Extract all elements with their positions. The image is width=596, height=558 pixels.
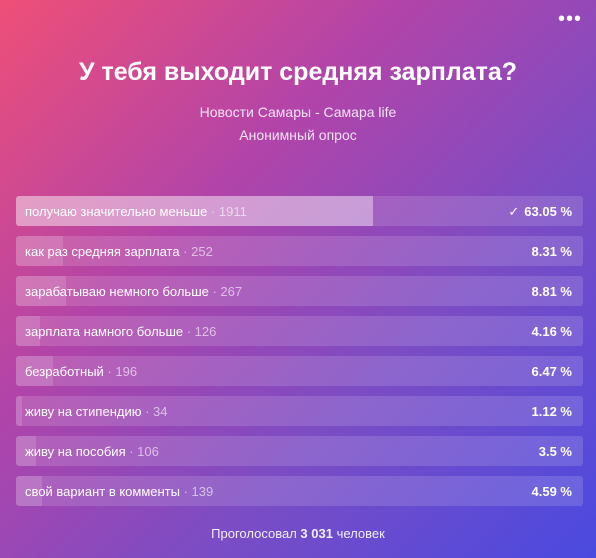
poll-option-percent: 4.59 % [531,484,572,499]
poll-option[interactable]: зарабатываю немного больше · 267 8.81 % [16,276,583,306]
poll-option-fill [16,236,64,266]
vote-count: · 196 [107,364,138,379]
poll-option-fill [16,476,43,506]
poll-type: Анонимный опрос [239,127,357,143]
poll-option-fill [16,396,23,426]
vote-count: · 126 [186,324,217,339]
poll-option-percent: 8.81 % [531,284,572,299]
poll-option[interactable]: свой вариант в комменты · 139 4.59 % [16,476,583,506]
poll-option-fill [16,356,53,386]
poll-option-fill [16,436,36,466]
poll-option[interactable]: живу на стипендию · 34 1.12 % [16,396,583,426]
poll-option[interactable]: как раз средняя зарплата · 252 8.31 % [16,236,583,266]
check-icon: ✓ [508,204,520,219]
poll-source[interactable]: Новости Самары - Самара life [199,104,397,120]
vote-count: · 106 [129,444,159,459]
poll-option[interactable]: живу на пособия · 106 3.5 % [16,436,583,466]
vote-count: · 267 [212,284,243,299]
poll-option-percent: 8.31 % [531,244,572,259]
poll-option-label: безработный · 196 [25,364,138,379]
vote-count: · 34 [145,404,168,419]
poll-option-percent: ✓ 63.05 % [508,204,572,219]
poll-option-fill [16,276,66,306]
poll-option-fill [16,196,374,226]
more-options-icon[interactable]: ••• [557,8,582,30]
poll-option-label: зарплата намного больше · 126 [25,324,217,339]
poll-option-label: как раз средняя зарплата · 252 [25,244,213,259]
poll-option-label: свой вариант в комменты · 139 [25,484,214,499]
poll-option-percent: 3.5 % [538,444,572,459]
poll-option[interactable]: зарплата намного больше · 126 4.16 % [16,316,583,346]
poll-option-label: живу на пособия · 106 [25,444,159,459]
poll-options: получаю значительно меньше · 1911 ✓ 63.05… [16,196,583,516]
poll-option-label: зарабатываю немного больше · 267 [25,284,243,299]
poll-option[interactable]: получаю значительно меньше · 1911 ✓ 63.05… [16,196,583,226]
poll-option-label: живу на стипендию · 34 [25,404,168,419]
poll-option-label: получаю значительно меньше · 1911 [25,204,247,219]
poll-option-percent: 6.47 % [531,364,572,379]
vote-count: · 1911 [210,204,247,219]
vote-count: · 139 [183,484,214,499]
poll-option-fill [16,316,40,346]
vote-count: · 252 [183,244,213,259]
poll-title: У тебя выходит средняя зарплата? [78,58,518,86]
vote-total: Проголосовал 3 031 человек [211,526,385,541]
poll-option-percent: 4.16 % [531,324,572,339]
poll-option[interactable]: безработный · 196 6.47 % [16,356,583,386]
poll-option-percent: 1.12 % [531,404,572,419]
